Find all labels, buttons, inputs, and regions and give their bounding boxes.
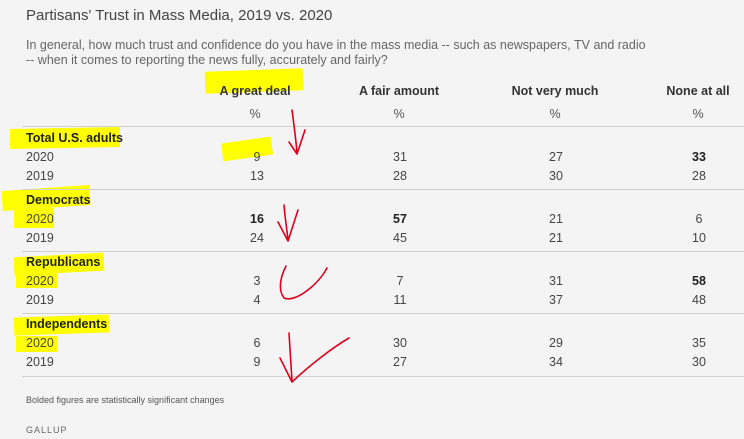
table-cell: 11 xyxy=(393,293,407,307)
annotation-arrow-2-head xyxy=(277,209,299,242)
col-header-fair-amount: A fair amount xyxy=(358,84,440,98)
table-cell: 6 xyxy=(695,212,703,226)
highlight-rep-2020 xyxy=(16,272,58,288)
table-cell: 21 xyxy=(549,212,563,226)
row-year: 2020 xyxy=(26,336,54,350)
row-divider xyxy=(22,126,744,127)
table-cell: 57 xyxy=(393,212,407,226)
annotation-arrow-4 xyxy=(288,332,293,382)
annotation-arrow-1-head xyxy=(288,129,306,155)
table-cell: 31 xyxy=(393,150,407,164)
table-cell: 30 xyxy=(692,355,706,369)
table-cell: 24 xyxy=(250,231,264,245)
table-cell: 4 xyxy=(253,293,261,307)
table-cell: 48 xyxy=(692,293,706,307)
table-cell: 35 xyxy=(692,336,706,350)
table-cell: 30 xyxy=(393,336,407,350)
annotation-arrow-2 xyxy=(283,204,289,241)
unit-label: % xyxy=(249,107,261,121)
row-divider xyxy=(22,251,744,252)
group-label-republicans: Republicans xyxy=(26,255,101,269)
col-header-none-at-all: None at all xyxy=(666,84,730,98)
footnote: Bolded figures are statistically signifi… xyxy=(26,395,225,405)
table-cell: 27 xyxy=(393,355,407,369)
table-cell: 34 xyxy=(549,355,563,369)
row-year: 2020 xyxy=(26,274,54,288)
row-divider xyxy=(22,376,744,377)
row-year: 2020 xyxy=(26,150,54,164)
annotation-arrow-3 xyxy=(279,265,328,300)
table-cell: 33 xyxy=(692,150,706,164)
table-cell: 28 xyxy=(692,169,706,183)
col-header-great-deal: A great deal xyxy=(219,84,291,98)
row-year: 2019 xyxy=(26,169,54,183)
table-cell: 13 xyxy=(250,169,264,183)
table-cell: 6 xyxy=(253,336,261,350)
col-header-not-very-much: Not very much xyxy=(511,84,599,98)
unit-label: % xyxy=(393,107,405,121)
annotation-arrow-4-head xyxy=(279,337,350,383)
highlight-ind-2020 xyxy=(16,336,58,352)
annotation-arrow-1 xyxy=(291,109,298,154)
table-cell: 58 xyxy=(692,274,706,288)
page-title: Partisans' Trust in Mass Media, 2019 vs.… xyxy=(26,7,333,24)
question-text: In general, how much trust and confidenc… xyxy=(26,38,646,67)
table-cell: 9 xyxy=(253,355,261,369)
table-cell: 7 xyxy=(396,274,404,288)
row-year: 2020 xyxy=(26,212,54,226)
row-divider xyxy=(22,313,744,314)
group-label-independents: Independents xyxy=(26,317,108,331)
highlight-dem-2020 xyxy=(14,208,54,228)
table-cell: 21 xyxy=(549,231,563,245)
group-label-democrats: Democrats xyxy=(26,193,91,207)
table-cell: 30 xyxy=(549,169,563,183)
table-cell: 37 xyxy=(549,293,563,307)
unit-label: % xyxy=(692,107,704,121)
group-label-total: Total U.S. adults xyxy=(26,131,123,145)
table-cell: 3 xyxy=(253,274,261,288)
row-divider xyxy=(22,189,744,190)
unit-label: % xyxy=(549,107,561,121)
table-cell: 16 xyxy=(250,212,264,226)
table-cell: 10 xyxy=(692,231,706,245)
table-cell: 45 xyxy=(393,231,407,245)
table-cell: 27 xyxy=(549,150,563,164)
table-cell: 28 xyxy=(393,169,407,183)
row-year: 2019 xyxy=(26,293,54,307)
table-cell: 9 xyxy=(253,150,261,164)
table-cell: 29 xyxy=(549,336,563,350)
row-year: 2019 xyxy=(26,231,54,245)
row-year: 2019 xyxy=(26,355,54,369)
table-cell: 31 xyxy=(549,274,563,288)
source-logo: GALLUP xyxy=(26,425,68,435)
